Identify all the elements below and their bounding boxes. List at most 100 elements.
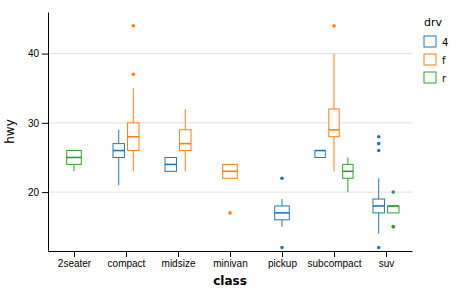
whisker-high	[133, 88, 134, 123]
legend-label: f	[442, 55, 446, 66]
box	[180, 109, 191, 171]
median	[165, 164, 176, 166]
y-tick: 40	[28, 48, 48, 59]
outlier	[391, 225, 395, 229]
box-body	[388, 206, 399, 213]
box-body	[223, 164, 238, 178]
box	[329, 24, 339, 171]
median	[113, 150, 124, 152]
box	[67, 151, 82, 172]
legend-label: 4	[442, 37, 448, 48]
y-tick-mark	[42, 54, 48, 55]
median	[128, 136, 139, 138]
median	[343, 171, 353, 173]
box-body	[67, 151, 82, 165]
x-tick-label: pickup	[268, 258, 297, 269]
outlier	[391, 190, 395, 194]
legend-swatch	[424, 36, 436, 47]
x-axis-title: class	[213, 274, 247, 288]
box	[315, 151, 325, 158]
legend-swatch	[424, 54, 436, 65]
whisker-high	[347, 157, 348, 164]
legend-item: r	[424, 72, 447, 84]
box-body	[128, 123, 139, 151]
box	[113, 130, 124, 185]
x-tick-label: compact	[108, 258, 146, 269]
y-axis-title: hwy	[3, 119, 17, 144]
y-axis: 20 30 40	[28, 13, 49, 252]
box-body	[373, 199, 384, 213]
x-axis: 2seatercompactmidsizeminivanpickupsubcom…	[49, 251, 413, 269]
y-tick: 20	[28, 187, 48, 198]
x-tick-mark	[230, 251, 231, 257]
whisker-low	[347, 178, 348, 192]
x-tick: pickup	[268, 251, 297, 269]
box	[275, 176, 290, 249]
median	[373, 205, 384, 207]
box-body	[315, 151, 325, 158]
outlier	[280, 246, 284, 250]
x-tick-mark	[178, 251, 179, 257]
chart: 2seatercompactmidsizeminivanpickupsubcom…	[0, 0, 474, 293]
whisker-high	[334, 54, 335, 109]
whisker-high	[118, 130, 119, 144]
x-tick-label: midsize	[162, 258, 196, 269]
legend-swatch	[424, 72, 436, 83]
y-tick-label: 30	[28, 118, 40, 129]
outlier	[377, 149, 381, 153]
outlier	[131, 73, 135, 77]
whisker-low	[282, 220, 283, 227]
y-tick-mark	[42, 192, 48, 193]
outlier	[228, 211, 232, 215]
x-tick-mark	[282, 251, 283, 257]
outlier	[280, 176, 284, 180]
grid-line	[48, 192, 412, 193]
legend: drv 4 fr	[424, 16, 448, 84]
whisker-low	[133, 151, 134, 172]
x-tick-mark	[126, 251, 127, 257]
x-tick-mark	[386, 251, 387, 257]
plot-area	[67, 24, 399, 249]
whisker-high	[185, 109, 186, 130]
box-body	[165, 157, 176, 171]
whisker-low	[118, 157, 119, 185]
whisker-high	[282, 199, 283, 206]
outlier	[377, 135, 381, 139]
whisker-low	[334, 137, 335, 172]
whisker-low	[378, 213, 379, 234]
median	[329, 129, 339, 131]
median	[67, 157, 82, 159]
box	[343, 157, 353, 192]
y-tick-label: 20	[28, 187, 40, 198]
whisker-low	[185, 151, 186, 172]
box	[128, 24, 139, 171]
x-tick-mark	[334, 251, 335, 257]
outlier	[131, 24, 135, 28]
y-axis-line	[48, 13, 49, 252]
outlier	[332, 24, 336, 28]
median	[180, 143, 191, 145]
box	[223, 164, 238, 214]
x-tick: suv	[379, 251, 395, 269]
box-body	[180, 130, 191, 151]
x-tick: minivan	[213, 251, 247, 269]
box-body	[343, 164, 353, 178]
whisker-low	[74, 164, 75, 171]
y-tick-mark	[42, 123, 48, 124]
x-tick-mark	[74, 251, 75, 257]
outlier	[377, 142, 381, 146]
median	[223, 171, 238, 173]
y-tick-label: 40	[28, 48, 40, 59]
x-tick: 2seater	[58, 251, 92, 269]
x-tick-label: suv	[379, 258, 395, 269]
y-tick: 30	[28, 118, 48, 129]
box-body	[329, 109, 339, 137]
box-body	[275, 206, 290, 220]
legend-item: f	[424, 54, 446, 66]
outlier	[377, 246, 381, 250]
x-tick: midsize	[162, 251, 196, 269]
whisker-high	[378, 178, 379, 199]
median	[388, 205, 399, 207]
box-body	[113, 144, 124, 158]
legend-title: drv	[424, 16, 443, 29]
